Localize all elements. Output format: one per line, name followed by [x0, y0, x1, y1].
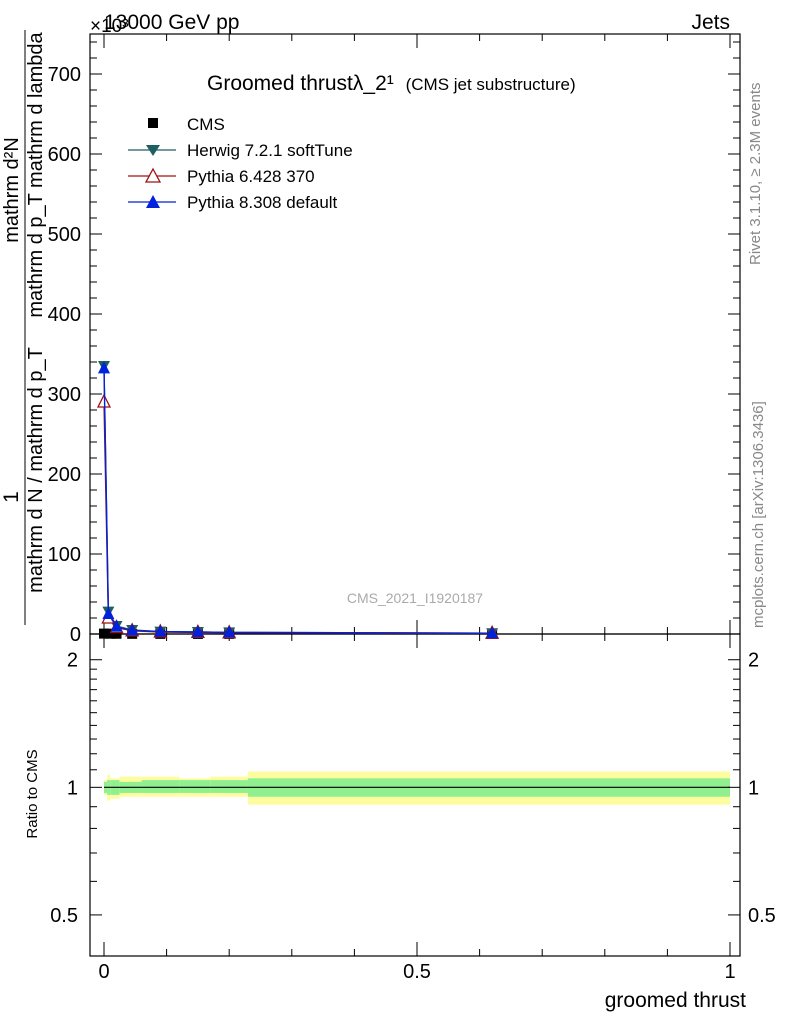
ratio-bands: [104, 771, 731, 805]
ratio-y-tick-label: 0.5: [50, 905, 78, 927]
x-tick-label: 0.5: [403, 961, 431, 983]
y-tick-label: 200: [48, 464, 81, 486]
chart-title: Groomed thrustλ_2¹ (CMS jet substructure…: [207, 72, 576, 95]
ylabel-denominator-2: mathrm d N / mathrm d p_T: [25, 347, 47, 593]
y-tick-label: 700: [48, 64, 81, 86]
legend-marker-cms: [148, 118, 158, 128]
legend-label-pythia6: Pythia 6.428 370: [187, 167, 315, 186]
data-point-pythia8: [154, 624, 167, 637]
legend-label-herwig: Herwig 7.2.1 softTune: [187, 141, 353, 160]
analysis-watermark: CMS_2021_I1920187: [347, 590, 483, 606]
x-axis-label: groomed thrust: [605, 989, 746, 1012]
x-tick-label: 1: [724, 961, 735, 983]
ratio-y-tick-label: 1: [67, 777, 78, 799]
ratio-stat-band: [141, 780, 180, 793]
exponent-label: ×10³: [90, 16, 129, 37]
legend-label-cms: CMS: [187, 115, 225, 134]
ylabel-denominator-1: mathrm d p_T mathrm d lambda: [25, 31, 47, 317]
main-axis-ticks: 0 100 200 300 400 500 600 700: [48, 34, 740, 646]
ylabel-top: 1: [0, 491, 23, 503]
x-tick-label: 0: [98, 961, 109, 983]
ratio-y-tick-label-right: 1: [748, 777, 759, 799]
main-series: [96, 361, 500, 640]
y-tick-label: 0: [70, 624, 81, 646]
ratio-stat-band: [179, 780, 211, 793]
data-point-pythia8: [110, 619, 123, 632]
y-tick-label: 300: [48, 384, 81, 406]
data-point-cms: [111, 628, 122, 639]
data-point-pythia8: [191, 625, 204, 637]
ratio-axis-ticks: 0.5 0.5 1 1 2 2 0 0.5 1: [50, 634, 776, 983]
legend-marker-pythia8: [146, 195, 160, 208]
y-tick-label: 100: [48, 544, 81, 566]
ratio-y-tick-label-right: 0.5: [748, 905, 776, 927]
ylabel-numerator: mathrm d²N: [1, 137, 23, 243]
ratio-stat-band: [210, 780, 248, 793]
legend: CMS Herwig 7.2.1 softTune Pythia 6.428 3…: [128, 115, 353, 212]
data-point-cms: [99, 628, 109, 639]
ratio-y-tick-label: 2: [67, 650, 78, 672]
data-point-pythia8: [486, 626, 499, 639]
legend-marker-pythia6: [144, 167, 162, 183]
process-label: Jets: [691, 11, 730, 34]
ratio-y-tick-label-right: 2: [748, 650, 759, 672]
main-y-axis-label: 1 mathrm d²N mathrm d p_T mathrm d lambd…: [0, 30, 47, 625]
data-point-cms: [105, 628, 116, 639]
chart-title-main: Groomed thrustλ_2¹: [207, 72, 394, 95]
data-point-pythia8: [98, 361, 110, 374]
energy-label: 13000 GeV pp: [104, 11, 239, 34]
y-tick-label: 600: [48, 144, 81, 166]
ratio-y-axis-label: Ratio to CMS: [24, 749, 41, 838]
data-point-pythia8: [102, 607, 115, 619]
y-tick-label: 500: [48, 224, 81, 246]
legend-label-pythia8: Pythia 8.308 default: [187, 193, 338, 212]
rivet-label: Rivet 3.1.10, ≥ 2.3M events: [747, 83, 764, 266]
y-tick-label: 400: [48, 304, 81, 326]
ratio-plot-frame: [89, 633, 741, 957]
data-point-pythia8: [223, 625, 236, 638]
mcplots-label: mcplots.cern.ch [arXiv:1306.3436]: [750, 401, 767, 628]
data-point-pythia8: [126, 623, 139, 636]
chart-subtitle: (CMS jet substructure): [406, 75, 576, 94]
legend-marker-herwig: [146, 145, 160, 156]
